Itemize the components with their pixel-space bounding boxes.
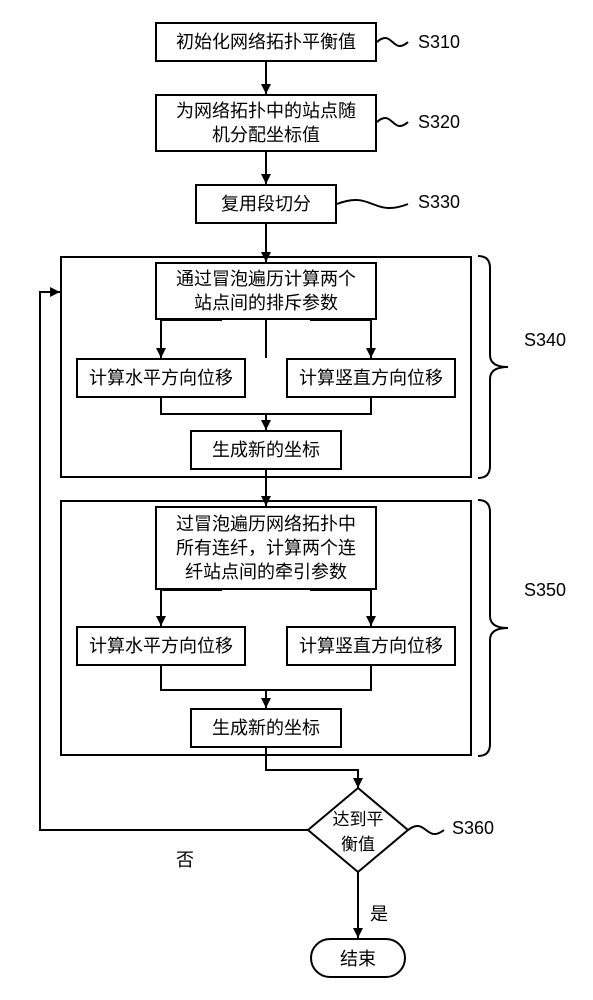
- step-s330-text: 复用段切分: [221, 192, 311, 216]
- label-s320: S320: [418, 112, 460, 133]
- label-no: 否: [176, 846, 194, 872]
- label-yes: 是: [370, 900, 388, 926]
- step-s340a: 通过冒泡遍历计算两个站点间的排斥参数: [155, 262, 377, 320]
- label-s360: S360: [452, 818, 494, 839]
- step-s310: 初始化网络拓扑平衡值: [155, 22, 377, 62]
- step-s340h-text: 计算水平方向位移: [89, 366, 233, 390]
- step-s320-text: 为网络拓扑中的站点随机分配坐标值: [176, 99, 356, 148]
- brace-s350: [478, 500, 518, 761]
- step-s340n: 生成新的坐标: [190, 430, 342, 470]
- step-s340v-text: 计算竖直方向位移: [299, 366, 443, 390]
- label-s350: S350: [524, 580, 566, 601]
- flowchart-canvas: 初始化网络拓扑平衡值 为网络拓扑中的站点随机分配坐标值 复用段切分 通过冒泡遍历…: [0, 0, 593, 1000]
- step-s350n: 生成新的坐标: [190, 708, 342, 748]
- step-s340n-text: 生成新的坐标: [212, 438, 320, 462]
- step-s330: 复用段切分: [195, 184, 337, 224]
- step-s350n-text: 生成新的坐标: [212, 716, 320, 740]
- step-s310-text: 初始化网络拓扑平衡值: [176, 30, 356, 54]
- step-s350v: 计算竖直方向位移: [286, 626, 456, 666]
- brace-s340: [478, 256, 518, 483]
- label-s310: S310: [418, 32, 460, 53]
- step-s350h-text: 计算水平方向位移: [89, 634, 233, 658]
- step-s340v: 计算竖直方向位移: [286, 358, 456, 398]
- step-s340a-text: 通过冒泡遍历计算两个站点间的排斥参数: [176, 267, 356, 316]
- label-s340: S340: [524, 330, 566, 351]
- label-s330: S330: [418, 192, 460, 213]
- terminator-end-text: 结束: [340, 945, 376, 971]
- step-s320: 为网络拓扑中的站点随机分配坐标值: [155, 94, 377, 152]
- step-s350h: 计算水平方向位移: [76, 626, 246, 666]
- step-s350v-text: 计算竖直方向位移: [299, 634, 443, 658]
- step-s340h: 计算水平方向位移: [76, 358, 246, 398]
- terminator-end: 结束: [310, 938, 406, 978]
- step-s350a-text: 过冒泡遍历网络拓扑中所有连纤，计算两个连纤站点间的牵引参数: [176, 512, 356, 585]
- decision-s360-text: 达到平衡值: [333, 805, 384, 855]
- step-s350a: 过冒泡遍历网络拓扑中所有连纤，计算两个连纤站点间的牵引参数: [155, 506, 377, 590]
